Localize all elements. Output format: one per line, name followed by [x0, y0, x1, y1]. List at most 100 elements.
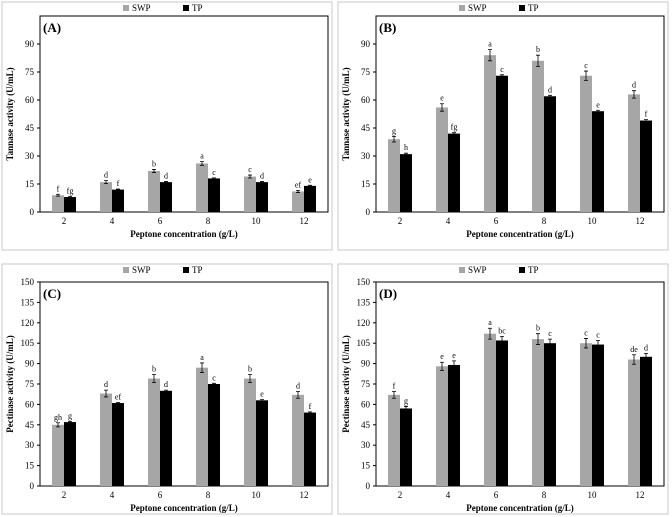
bar-swp [196, 367, 208, 486]
significance-label: de [630, 345, 638, 354]
significance-label: d [260, 172, 264, 181]
y-axis-title: Tannase activity (U/mL) [5, 67, 15, 160]
significance-label: fg [67, 187, 74, 196]
bar-swp [52, 424, 64, 486]
significance-label: d [104, 380, 108, 389]
significance-label: a [200, 353, 204, 362]
error-bar [212, 382, 216, 386]
y-tick-label: 45 [361, 420, 371, 430]
significance-label: d [632, 81, 636, 90]
significance-label: e [596, 100, 600, 109]
y-axis-title: Tannase activity (U/mL) [341, 67, 351, 160]
error-bar [452, 360, 456, 370]
plot-area [39, 15, 329, 213]
x-tick-label: 10 [252, 216, 262, 226]
error-bar [116, 401, 120, 405]
error-bar [452, 132, 456, 135]
bar-tp [256, 400, 268, 486]
error-bar [644, 353, 648, 361]
significance-label: e [260, 390, 264, 399]
bar-swp [292, 191, 304, 212]
x-tick-label: 6 [158, 490, 163, 500]
chart-panel-c: 0 15 30 45 60 75 90 105 120 135 150 2 gh g 4 d ef 6 b d 8 a c 1… [0, 262, 334, 516]
significance-label: b [536, 45, 540, 54]
bar-tp [640, 356, 652, 486]
bar-tp [304, 412, 316, 486]
y-tick-label: 60 [25, 95, 35, 105]
legend-swatch-tp [183, 267, 189, 273]
x-axis-title: Peptone concentration (g/L) [130, 229, 237, 239]
y-tick-label: 150 [357, 277, 371, 287]
x-tick-label: 6 [494, 490, 499, 500]
x-tick-label: 6 [158, 216, 163, 226]
significance-label: d [296, 381, 300, 390]
significance-label: f [309, 402, 312, 411]
error-bar [632, 354, 636, 365]
error-bar [536, 333, 540, 345]
bar-tp [208, 384, 220, 486]
error-bar [164, 389, 168, 392]
error-bar [152, 374, 156, 384]
legend-label-tp: TP [528, 3, 539, 13]
legend-swatch-swp [123, 267, 129, 273]
error-bar [584, 338, 588, 349]
significance-label: d [164, 380, 168, 389]
x-tick-label: 8 [542, 216, 547, 226]
bar-swp [484, 55, 496, 213]
x-tick-label: 4 [446, 216, 451, 226]
error-bar [116, 188, 120, 191]
significance-label: a [488, 318, 492, 327]
significance-label: c [584, 61, 588, 70]
y-tick-label: 60 [25, 399, 35, 409]
bar-swp [436, 366, 448, 486]
panel-label: (D) [379, 286, 397, 301]
significance-label: d [164, 172, 168, 181]
bar-tp [160, 390, 172, 486]
y-tick-label: 120 [357, 318, 371, 328]
panel-label: (C) [43, 286, 61, 301]
error-bar [500, 74, 504, 78]
y-tick-label: 75 [361, 67, 371, 77]
error-bar [164, 181, 168, 184]
error-bar [500, 336, 504, 345]
chart-panel-a: 0 15 30 45 60 75 90 2 f fg 4 d f 6 b d 8 a c 10 c d 12 ef e Pepto… [0, 0, 334, 252]
y-axis-title: Pectinase activity (U/mL) [5, 335, 15, 432]
chart-frame [1, 1, 333, 251]
bar-swp [100, 182, 112, 212]
y-tick-label: 45 [25, 420, 35, 430]
y-tick-label: 90 [361, 359, 371, 369]
y-tick-label: 30 [361, 151, 371, 161]
error-bar [260, 399, 264, 402]
x-tick-label: 10 [588, 216, 598, 226]
significance-label: c [548, 329, 552, 338]
legend-swatch-tp [519, 267, 525, 273]
x-tick-label: 2 [62, 490, 67, 500]
error-bar [200, 161, 204, 166]
y-tick-label: 135 [21, 297, 35, 307]
x-tick-label: 4 [110, 216, 115, 226]
y-tick-label: 30 [25, 151, 35, 161]
bar-tp [400, 154, 412, 212]
y-tick-label: 135 [357, 297, 371, 307]
chart-svg: 0 15 30 45 60 75 90 2 gh 4 e fg 6 a c 8 b d 10 c e 12 d f Pepton… [337, 1, 669, 251]
significance-label: d [548, 85, 552, 94]
significance-label: b [152, 364, 156, 373]
error-bar [584, 70, 588, 81]
bar-tp [64, 422, 76, 486]
bar-tp [592, 344, 604, 486]
legend-swatch-swp [459, 5, 465, 11]
legend-label-tp: TP [192, 3, 203, 13]
x-tick-label: 10 [252, 490, 262, 500]
y-tick-label: 15 [361, 461, 371, 471]
legend-swatch-tp [519, 5, 525, 11]
significance-label: c [596, 330, 600, 339]
bar-swp [148, 170, 160, 212]
error-bar [68, 196, 72, 199]
significance-label: e [308, 175, 312, 184]
bar-tp [64, 197, 76, 212]
error-bar [596, 340, 600, 350]
error-bar [248, 374, 252, 384]
error-bar [296, 391, 300, 399]
